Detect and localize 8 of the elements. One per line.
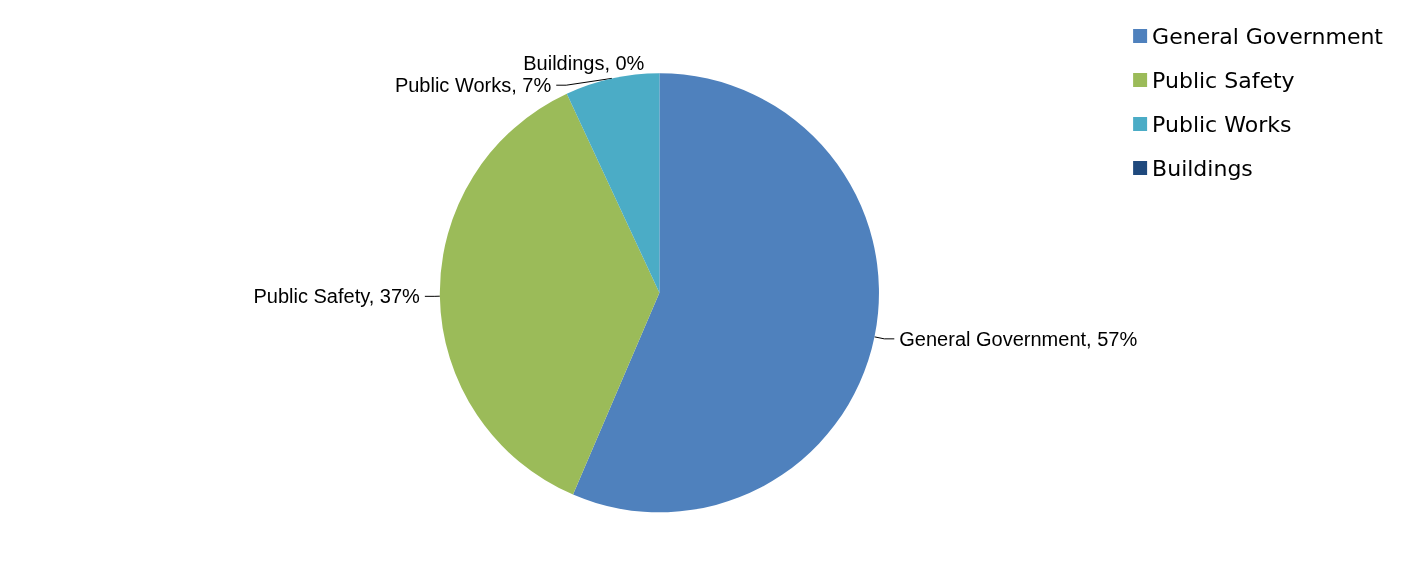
- data-label: Public Works, 7%: [394, 74, 552, 97]
- legend-label: General Government: [1152, 23, 1384, 49]
- data-label: General Government, 57%: [899, 327, 1138, 350]
- legend-label: Public Works: [1152, 111, 1292, 137]
- legend-label: Buildings: [1152, 155, 1253, 181]
- legend-label: Public Safety: [1152, 67, 1295, 93]
- data-label: Public Safety, 37%: [253, 285, 421, 308]
- text: Buildings, 0%: [523, 52, 645, 75]
